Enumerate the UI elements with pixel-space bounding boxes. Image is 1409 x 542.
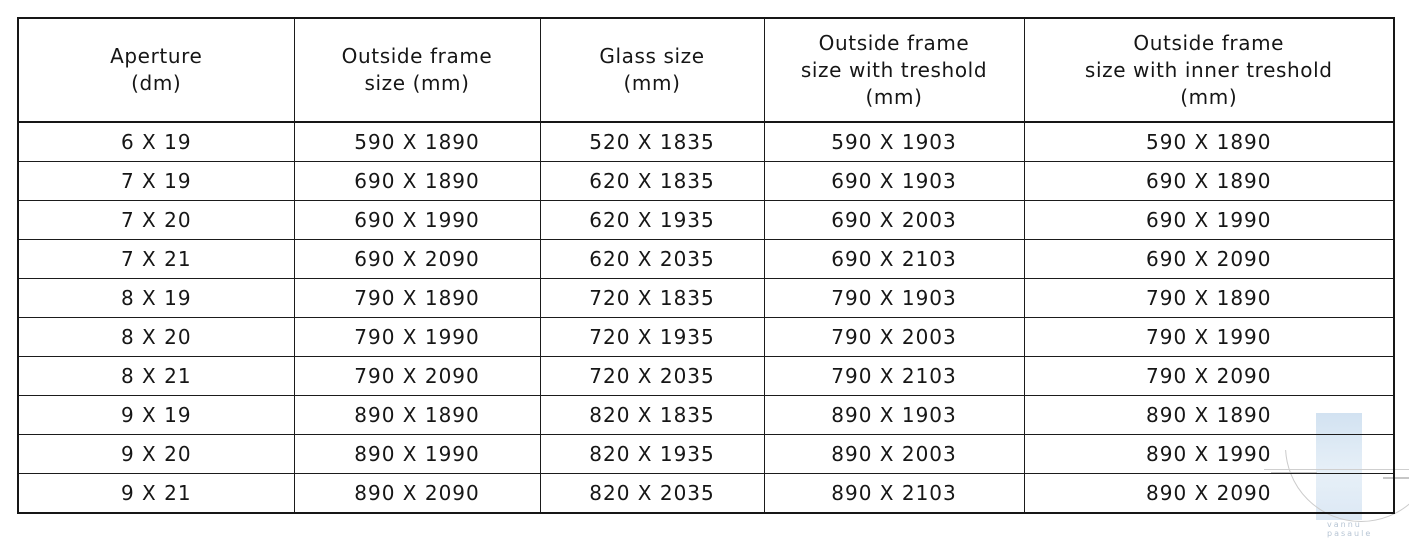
table-cell: 8 X 20 <box>17 317 295 357</box>
table-cell: 790 X 1890 <box>293 278 541 318</box>
table-cell: 9 X 20 <box>17 434 295 474</box>
table-cell: 690 X 1990 <box>293 200 541 240</box>
table-cell: 690 X 1890 <box>293 161 541 201</box>
header-row: Aperture (dm) Outside frame size (mm) Gl… <box>17 17 1395 123</box>
table-cell: 720 X 2035 <box>539 356 765 396</box>
table-cell: 8 X 19 <box>17 278 295 318</box>
table-cell: 790 X 2103 <box>763 356 1025 396</box>
header-outside-frame-treshold: Outside frame size with treshold (mm) <box>763 17 1025 123</box>
table-row: 7 X 20 690 X 1990 620 X 1935 690 X 2003 690 … <box>17 200 1395 240</box>
table-row: 8 X 21 790 X 2090 720 X 2035 790 X 2103 790 … <box>17 356 1395 396</box>
table-body: 6 X 19 590 X 1890 520 X 1835 590 X 1903 590 … <box>17 121 1395 514</box>
table-cell: 7 X 19 <box>17 161 295 201</box>
table-cell: 7 X 21 <box>17 239 295 279</box>
table-cell: 690 X 2090 <box>293 239 541 279</box>
table-cell: 690 X 1990 <box>1023 200 1395 240</box>
table-cell: 890 X 1990 <box>1023 434 1395 474</box>
table-cell: 620 X 1835 <box>539 161 765 201</box>
table-cell: 690 X 1890 <box>1023 161 1395 201</box>
table-cell: 890 X 2090 <box>1023 473 1395 514</box>
table-cell: 690 X 1903 <box>763 161 1025 201</box>
table-cell: 890 X 1890 <box>293 395 541 435</box>
table-row: 8 X 20 790 X 1990 720 X 1935 790 X 2003 790 … <box>17 317 1395 357</box>
table-cell: 890 X 1890 <box>1023 395 1395 435</box>
watermark-line <box>1383 477 1409 479</box>
table-cell: 7 X 20 <box>17 200 295 240</box>
table-cell: 890 X 1990 <box>293 434 541 474</box>
table-header: Aperture (dm) Outside frame size (mm) Gl… <box>17 17 1395 123</box>
table-cell: 790 X 1990 <box>293 317 541 357</box>
table-cell: 820 X 1935 <box>539 434 765 474</box>
table-cell: 590 X 1890 <box>293 121 541 162</box>
table-cell: 720 X 1935 <box>539 317 765 357</box>
table-row: 6 X 19 590 X 1890 520 X 1835 590 X 1903 590 … <box>17 121 1395 162</box>
header-glass-size: Glass size (mm) <box>539 17 765 123</box>
table-cell: 790 X 1990 <box>1023 317 1395 357</box>
table-cell: 620 X 2035 <box>539 239 765 279</box>
size-table: Aperture (dm) Outside frame size (mm) Gl… <box>17 17 1395 514</box>
header-aperture: Aperture (dm) <box>17 17 295 123</box>
table-cell: 9 X 19 <box>17 395 295 435</box>
table-cell: 9 X 21 <box>17 473 295 514</box>
table-cell: 820 X 2035 <box>539 473 765 514</box>
header-outside-frame-inner-treshold: Outside frame size with inner treshold (… <box>1023 17 1395 123</box>
table-cell: 690 X 2003 <box>763 200 1025 240</box>
table-cell: 720 X 1835 <box>539 278 765 318</box>
table-cell: 520 X 1835 <box>539 121 765 162</box>
table-row: 9 X 21 890 X 2090 820 X 2035 890 X 2103 890 … <box>17 473 1395 514</box>
table-cell: 690 X 2103 <box>763 239 1025 279</box>
table-row: 8 X 19 790 X 1890 720 X 1835 790 X 1903 790 … <box>17 278 1395 318</box>
table-cell: 890 X 2090 <box>293 473 541 514</box>
table-cell: 690 X 2090 <box>1023 239 1395 279</box>
table-cell: 620 X 1935 <box>539 200 765 240</box>
table-cell: 790 X 1903 <box>763 278 1025 318</box>
table-cell: 790 X 2003 <box>763 317 1025 357</box>
table-cell: 890 X 1903 <box>763 395 1025 435</box>
table-row: 7 X 21 690 X 2090 620 X 2035 690 X 2103 690 … <box>17 239 1395 279</box>
header-outside-frame-size: Outside frame size (mm) <box>293 17 541 123</box>
table-cell: 890 X 2003 <box>763 434 1025 474</box>
table-cell: 790 X 1890 <box>1023 278 1395 318</box>
table-cell: 790 X 2090 <box>1023 356 1395 396</box>
table-row: 7 X 19 690 X 1890 620 X 1835 690 X 1903 690 … <box>17 161 1395 201</box>
table-cell: 820 X 1835 <box>539 395 765 435</box>
table-cell: 790 X 2090 <box>293 356 541 396</box>
table-cell: 6 X 19 <box>17 121 295 162</box>
table-row: 9 X 19 890 X 1890 820 X 1835 890 X 1903 890 … <box>17 395 1395 435</box>
table-cell: 590 X 1890 <box>1023 121 1395 162</box>
table-row: 9 X 20 890 X 1990 820 X 1935 890 X 2003 890 … <box>17 434 1395 474</box>
watermark-text: vannu pasaule <box>1327 520 1373 538</box>
table-cell: 890 X 2103 <box>763 473 1025 514</box>
table-cell: 8 X 21 <box>17 356 295 396</box>
table-cell: 590 X 1903 <box>763 121 1025 162</box>
